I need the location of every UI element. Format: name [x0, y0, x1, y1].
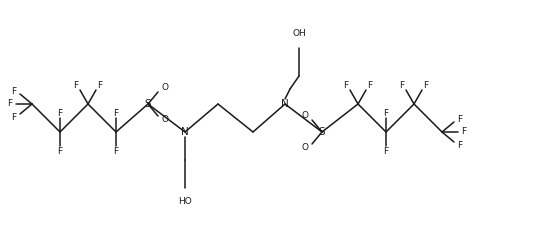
Text: F: F: [383, 146, 389, 155]
Text: F: F: [423, 81, 429, 89]
Text: O: O: [302, 111, 309, 121]
Text: OH: OH: [292, 30, 306, 39]
Text: F: F: [458, 114, 462, 123]
Text: F: F: [11, 86, 17, 96]
Text: O: O: [161, 116, 169, 124]
Text: N: N: [281, 99, 289, 109]
Text: F: F: [367, 81, 373, 89]
Text: S: S: [319, 127, 325, 137]
Text: F: F: [113, 146, 119, 155]
Text: F: F: [97, 81, 103, 89]
Text: HO: HO: [178, 197, 192, 207]
Text: F: F: [7, 99, 13, 109]
Text: F: F: [343, 81, 349, 89]
Text: F: F: [74, 81, 78, 89]
Text: S: S: [145, 99, 151, 109]
Text: F: F: [58, 109, 62, 118]
Text: O: O: [161, 84, 169, 92]
Text: F: F: [458, 141, 462, 150]
Text: N: N: [181, 127, 189, 137]
Text: O: O: [302, 143, 309, 153]
Text: F: F: [383, 109, 389, 118]
Text: F: F: [461, 128, 467, 136]
Text: F: F: [399, 81, 405, 89]
Text: F: F: [113, 109, 119, 118]
Text: F: F: [58, 146, 62, 155]
Text: F: F: [11, 113, 17, 121]
